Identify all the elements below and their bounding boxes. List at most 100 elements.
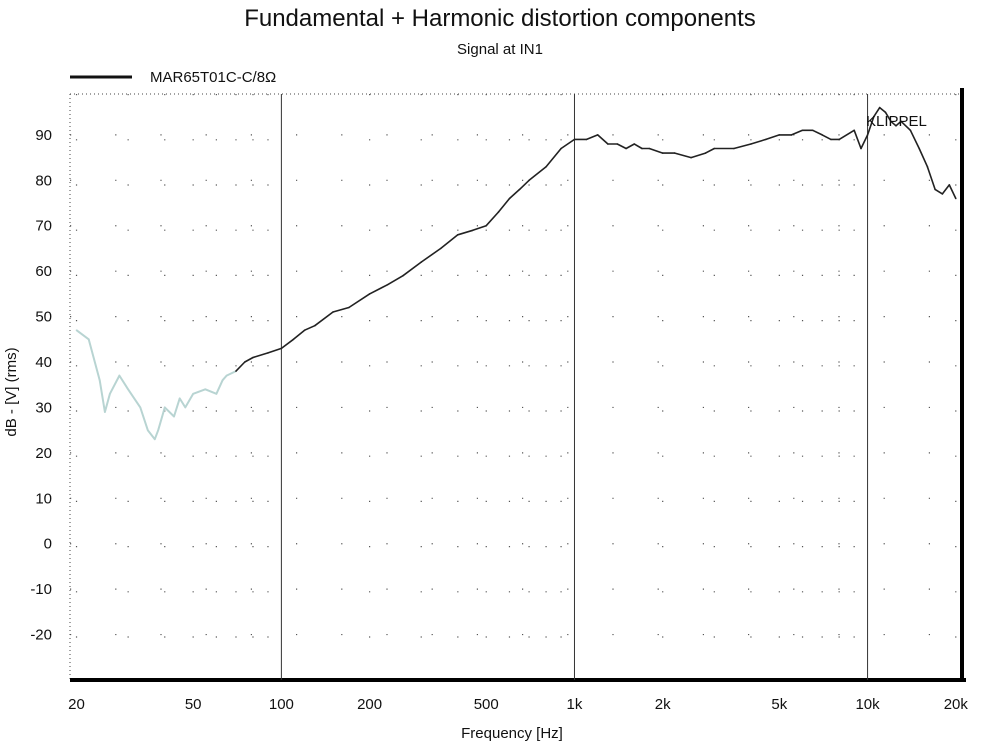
series-point [147,429,149,432]
series-point [866,134,869,136]
series-point [878,106,881,109]
series-point [648,147,651,150]
y-tick-label: -20 [30,627,52,644]
series-point [244,361,246,363]
series-point [221,379,224,382]
series-point [909,129,912,132]
x-tick-label: 100 [269,696,294,713]
series-point [625,147,627,150]
series-point [860,147,862,150]
series-point [545,165,547,168]
y-tick-label: 80 [35,172,52,189]
series-point [252,356,254,359]
series-point [955,197,957,200]
y-tick-label: 60 [35,263,52,280]
x-tick-label: 20k [944,696,969,713]
series-point [778,134,781,136]
series-point [560,147,562,150]
series-point [472,229,474,232]
series-point [215,393,218,395]
y-axis-ticks: -20 -10 0 10 20 30 40 50 60 70 80 90 [30,127,52,644]
series-point [926,165,929,168]
series-point [750,143,752,145]
y-tick-label: 20 [35,445,52,462]
series-point [765,138,767,141]
series-point [118,374,121,377]
series-point [884,111,887,113]
series-line-main [235,106,957,372]
series-point [573,138,576,141]
series-layer [75,106,957,441]
series-point [173,415,175,418]
series-point [918,147,920,150]
legend-label: MAR65T01C-C/8Ω [150,69,276,86]
series-point [596,134,599,136]
series-point [280,347,283,350]
series-point [895,125,897,127]
series-point [704,152,707,154]
series-point [368,293,371,295]
series-point [192,393,194,395]
series-point [157,429,159,432]
series-point [184,406,187,409]
series-point [314,324,316,327]
x-tick-label: 50 [185,696,202,713]
grid [70,94,962,680]
series-point [790,134,793,136]
series-point [890,120,892,123]
series-point [661,152,664,154]
legend: MAR65T01C-C/8Ω [70,69,276,86]
series-point [139,406,142,409]
y-tick-label: 30 [35,399,52,416]
series-point [941,193,944,195]
y-tick-label: 70 [35,218,52,235]
series-point [98,379,101,382]
series-point [607,143,609,145]
series-point [87,338,90,341]
y-tick-label: 10 [35,490,52,507]
series-point [821,134,823,136]
y-tick-label: -10 [30,581,52,598]
x-tick-label: 20 [68,696,85,713]
series-point [674,152,676,154]
series-point [104,411,106,413]
series-point [733,147,735,150]
series-point [528,179,530,182]
series-point [934,188,936,191]
chart-subtitle: Signal at IN1 [457,41,543,58]
y-tick-label: 90 [35,127,52,144]
series-point [948,184,951,186]
series-point [440,247,442,250]
series-point [616,143,619,145]
series-point [585,138,588,141]
series-point [303,329,306,332]
series-point [267,352,269,354]
series-point [485,224,488,227]
series-point [873,115,875,118]
series-point [457,234,459,236]
series-point [204,388,207,391]
series-point [830,138,832,141]
x-tick-label: 2k [655,696,671,713]
series-point [109,393,111,395]
series-point [853,129,855,132]
series-point [838,138,840,141]
watermark-klippel: KLIPPEL [866,113,927,130]
series-point [75,329,78,332]
y-tick-label: 40 [35,354,52,371]
plot-frame [69,88,966,682]
series-point [235,370,237,372]
x-tick-label: 200 [357,696,382,713]
series-point [292,338,295,341]
series-point [127,388,129,391]
series-point [641,147,643,150]
x-axis-ticks: 20 50 100 200 500 1k 2k 5k 10k 20k [68,696,968,713]
series-point [713,147,716,150]
series-point [402,274,404,277]
series-point [348,306,350,309]
x-tick-label: 500 [474,696,499,713]
series-point [332,311,334,313]
series-point [154,438,156,441]
y-tick-label: 0 [44,536,52,553]
